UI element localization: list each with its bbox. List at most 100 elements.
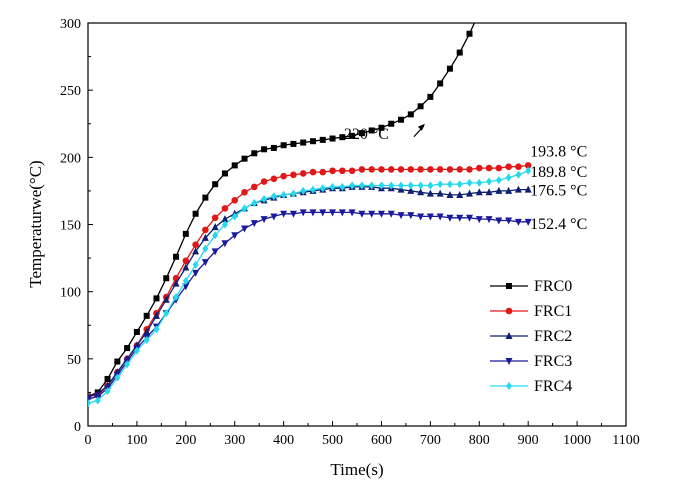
data-point-frc1 [339, 167, 346, 175]
x-axis-title: Time(s) [330, 460, 383, 479]
x-tick-label: 600 [371, 433, 392, 448]
data-point-frc4 [163, 309, 170, 318]
data-point-frc1 [485, 164, 493, 172]
x-tick-label: 500 [322, 433, 343, 448]
data-point-frc1 [250, 183, 258, 191]
data-point-frc0 [163, 275, 170, 282]
data-point-frc2 [162, 295, 170, 303]
series-line-frc3 [88, 211, 529, 400]
data-point-frc4 [505, 173, 512, 182]
data-point-frc2 [465, 189, 473, 197]
data-point-frc3 [397, 212, 405, 220]
data-point-frc3 [495, 217, 503, 225]
data-point-frc3 [319, 209, 327, 217]
data-point-frc2 [446, 190, 454, 198]
data-point-frc4 [417, 181, 424, 190]
data-point-frc3 [289, 210, 297, 218]
data-point-frc4 [94, 396, 101, 405]
series-layer [88, 9, 532, 408]
data-point-frc4 [300, 186, 307, 195]
data-point-frc3 [270, 213, 278, 221]
data-point-frc1 [446, 166, 454, 173]
data-point-frc0 [427, 93, 434, 100]
data-point-frc4 [368, 181, 375, 190]
series-line-frc1 [88, 164, 529, 398]
data-point-frc3 [417, 213, 425, 221]
data-point-frc3 [524, 218, 532, 226]
data-point-frc1 [427, 166, 434, 173]
data-point-frc4 [378, 181, 385, 190]
data-point-frc1 [319, 168, 327, 176]
data-point-frc3 [387, 210, 395, 218]
data-point-frc0 [437, 80, 444, 87]
data-point-frc2 [436, 189, 444, 197]
legend-item-frc0: FRC0 [490, 278, 572, 295]
data-point-frc0 [114, 358, 121, 365]
data-point-frc3 [338, 209, 346, 217]
data-point-frc0 [153, 295, 160, 302]
data-point-frc0 [378, 124, 385, 131]
data-point-frc0 [270, 144, 277, 151]
data-point-frc4 [476, 178, 483, 187]
data-point-frc2 [505, 186, 513, 194]
legend-marker [505, 332, 513, 339]
data-point-frc3 [182, 283, 190, 291]
data-point-frc1 [515, 163, 522, 171]
data-point-frc4 [270, 192, 277, 201]
data-point-frc2 [456, 190, 464, 198]
data-point-frc0 [221, 170, 228, 177]
data-point-frc2 [524, 185, 532, 193]
data-point-frc1 [466, 166, 473, 173]
data-point-frc3 [260, 216, 268, 224]
data-point-frc1 [270, 175, 278, 183]
data-point-frc1 [202, 226, 209, 234]
data-point-frc0 [368, 127, 375, 134]
data-point-frc0 [124, 345, 131, 352]
data-point-frc1 [475, 164, 483, 172]
data-point-frc0 [349, 132, 356, 139]
data-point-frc2 [182, 263, 190, 271]
data-point-frc3 [221, 240, 229, 248]
data-point-frc1 [495, 164, 503, 172]
data-point-frc4 [143, 336, 150, 345]
data-point-frc4 [388, 181, 395, 190]
data-point-frc2 [192, 247, 200, 255]
data-point-frc3 [407, 212, 415, 220]
data-point-frc1 [456, 166, 464, 173]
legend-marker [505, 358, 513, 365]
data-point-frc3 [299, 209, 307, 217]
data-point-frc0 [290, 140, 297, 147]
data-point-frc1 [417, 166, 424, 173]
y-tick-label: 200 [60, 151, 81, 166]
data-point-frc3 [211, 248, 219, 256]
x-tick-label: 0 [85, 433, 92, 448]
data-point-frc4 [456, 180, 463, 189]
data-point-frc2 [172, 279, 180, 287]
series-frc3 [88, 209, 532, 404]
data-point-frc1 [192, 241, 199, 248]
data-point-frc2 [221, 215, 229, 223]
data-point-frc4 [309, 185, 316, 194]
data-point-frc1 [348, 167, 356, 175]
data-point-frc3 [514, 218, 522, 226]
data-point-frc4 [202, 244, 209, 253]
data-point-frc4 [88, 399, 91, 408]
x-tick-label: 100 [126, 433, 147, 448]
data-point-frc1 [260, 178, 268, 185]
data-point-frc3 [201, 259, 209, 267]
data-point-frc3 [329, 209, 337, 217]
y-tick-label: 250 [60, 84, 81, 99]
x-tick-label: 200 [175, 433, 196, 448]
x-tick-label: 800 [469, 433, 490, 448]
data-point-frc3 [192, 269, 200, 277]
data-point-frc3 [309, 209, 317, 217]
data-point-frc0 [398, 116, 405, 123]
data-point-frc4 [466, 178, 473, 187]
annotation-a189: 189.8 °C [530, 164, 587, 181]
series-frc2 [88, 182, 532, 400]
data-point-frc0 [476, 9, 482, 15]
data-point-frc0 [104, 375, 111, 382]
data-point-frc4 [525, 166, 532, 175]
x-tick-label: 700 [420, 433, 441, 448]
